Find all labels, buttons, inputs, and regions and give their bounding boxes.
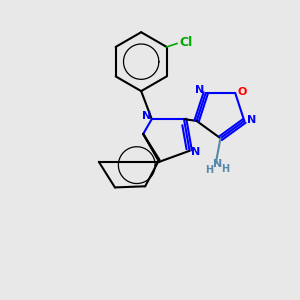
Text: N: N <box>214 159 223 170</box>
Text: N: N <box>191 147 200 157</box>
Text: H: H <box>205 165 213 175</box>
Text: N: N <box>247 115 256 125</box>
Text: N: N <box>195 85 205 95</box>
Text: O: O <box>238 87 247 97</box>
Text: Cl: Cl <box>180 36 193 49</box>
Text: H: H <box>221 164 229 174</box>
Text: N: N <box>142 110 152 121</box>
